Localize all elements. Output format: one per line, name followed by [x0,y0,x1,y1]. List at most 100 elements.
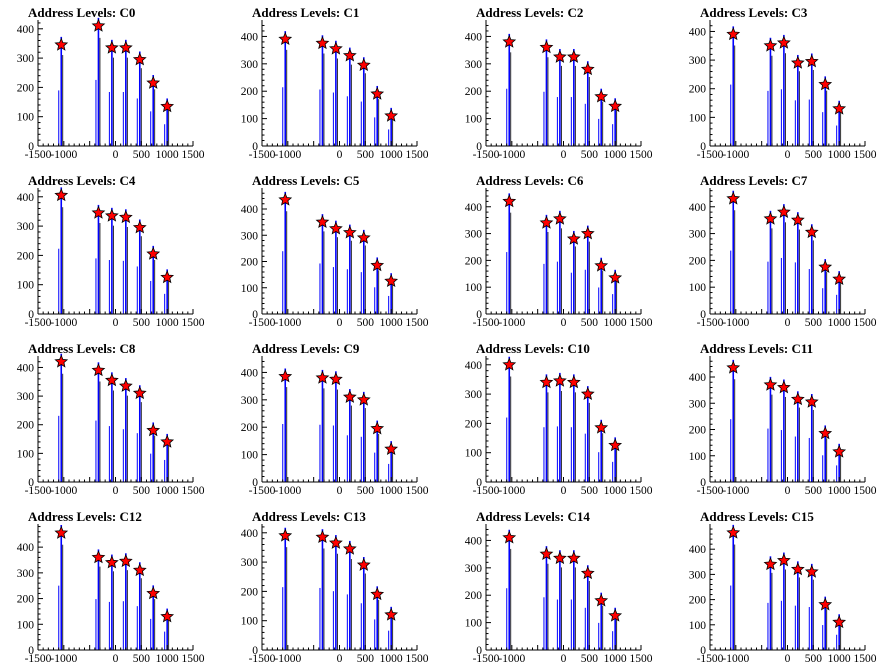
chart-title: Address Levels: C15 [700,509,814,524]
y-tick-label: 200 [17,420,35,432]
y-tick-label: 400 [689,26,707,38]
peak-marker [763,557,778,571]
chart-title: Address Levels: C4 [28,173,136,188]
peak-marker [132,52,147,66]
y-tick-label: 300 [465,229,483,241]
x-tick-label: 1000 [828,317,851,329]
histogram-bars [730,524,842,650]
peak-marker [763,377,778,391]
y-tick-label: 0 [252,645,258,657]
y-tick-label: 400 [465,202,483,214]
peak-marker [790,212,805,227]
x-tick-label: 1000 [604,149,627,161]
peak-marker [356,557,371,571]
histogram-bars [730,26,842,146]
peak-marker [329,221,343,235]
y-tick-label: 100 [17,280,35,292]
peak-marker [105,555,119,569]
chart-title: Address Levels: C2 [476,5,584,20]
histogram-plot: 0 100 200 300 400 -1500-1000 0 500 1000 1500 [17,353,205,497]
peak-marker [329,372,343,386]
x-tick-label: 1500 [182,485,205,497]
peak-marker [54,188,69,202]
peak-marker [118,40,133,54]
chart-title: Address Levels: C12 [28,509,142,524]
chart-panel: Address Levels: C4 0 100 200 300 400 -1500 -100… [0,168,224,336]
histogram-bars [58,187,170,314]
peak-marker [91,205,106,219]
peak-marker [342,541,357,555]
y-tick-label: 400 [17,542,35,554]
x-tick-label: 0 [337,317,343,329]
x-tick-label: 0 [785,149,791,161]
peak-marker [566,49,581,63]
x-tick-label: 1500 [630,485,653,497]
peak-marker [329,41,343,55]
peak-marker [384,108,399,122]
x-tick-label: -1000 [722,149,749,161]
x-tick-label: 1000 [156,317,179,329]
x-tick-label: 1000 [156,149,179,161]
y-tick-label: 300 [465,59,483,71]
x-tick-label: 0 [561,149,567,161]
x-tick-label: 500 [581,653,599,665]
y-tick-label: 0 [476,645,482,657]
y-tick-label: 200 [689,255,707,267]
x-tick-label: 0 [337,653,343,665]
x-tick-label: -1500 [25,317,52,329]
peak-marker [384,607,399,621]
peak-marker [818,77,833,91]
x-tick-label: 500 [357,317,375,329]
x-tick-label: 500 [581,317,599,329]
x-tick-label: -1000 [498,149,525,161]
peak-marker [118,210,133,224]
peak-marker [777,204,791,218]
peak-marker [370,258,385,272]
chart-panel: Address Levels: C8 0 100 200 300 400 -1500 -100… [0,336,224,504]
peak-marker [539,375,554,389]
y-tick-label: 200 [17,250,35,262]
x-tick-label: 1500 [630,149,653,161]
x-tick-label: 0 [113,149,119,161]
x-tick-label: 500 [133,653,151,665]
y-tick-label: 0 [700,141,706,153]
peak-marker [146,246,161,260]
y-tick-label: 300 [465,563,483,575]
histogram-bars [730,359,842,482]
x-tick-label: 1000 [604,485,627,497]
peak-marker [608,99,623,113]
peak-marker [278,528,293,542]
peak-marker [580,566,595,580]
x-tick-label: -1000 [274,317,301,329]
chart-panel: Address Levels: C6 0 100 200 300 400 -1500 -100… [448,168,672,336]
y-tick-label: 300 [689,398,707,410]
peak-marker [118,554,133,568]
x-tick-label: 0 [561,653,567,665]
y-tick-label: 300 [689,229,707,241]
x-tick-label: -1500 [25,485,52,497]
x-tick-label: 500 [133,317,151,329]
y-tick-label: 300 [689,55,707,67]
x-tick-label: 0 [113,485,119,497]
histogram-bars [506,356,618,482]
x-tick-label: 0 [113,317,119,329]
peak-marker [160,434,175,448]
x-tick-label: 500 [805,485,823,497]
x-tick-label: -1000 [498,653,525,665]
x-tick-label: 0 [113,653,119,665]
histogram-plot: 0 100 200 300 400 -1500-1000 0 500 1000 1500 [689,20,877,161]
y-tick-label: 0 [252,141,258,153]
x-tick-label: 1500 [182,317,205,329]
x-tick-label: 1000 [828,149,851,161]
x-tick-label: -1500 [473,317,500,329]
x-tick-label: 500 [805,317,823,329]
x-tick-label: -1000 [50,485,77,497]
peak-marker [502,34,517,48]
peak-marker [777,553,791,567]
x-tick-label: -1000 [722,485,749,497]
y-tick-label: 0 [700,645,706,657]
y-tick-label: 0 [28,141,34,153]
y-tick-label: 200 [241,86,259,98]
x-tick-label: -1000 [498,317,525,329]
